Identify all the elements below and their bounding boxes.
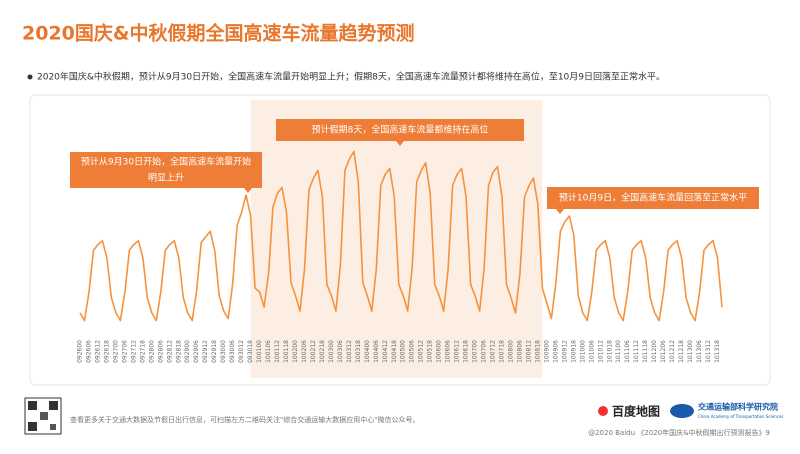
- x-tick-label: 101006: [588, 340, 595, 363]
- callout-pointer: [396, 141, 404, 146]
- x-tick-label: 101118: [642, 340, 649, 363]
- x-tick-label: 100700: [472, 340, 479, 363]
- x-tick-label: 092618: [103, 340, 110, 363]
- x-tick-label: 092912: [202, 340, 209, 363]
- logo-cats-en: China Academy of Transportation Sciences: [698, 414, 783, 419]
- callout-box: [547, 187, 759, 209]
- footer-note: 查看更多关于交通大数据及节假日出行信息，可扫描左方二维码关注"综合交通运输大数据…: [70, 415, 419, 424]
- x-tick-label: 092706: [121, 340, 128, 363]
- x-tick-label: 092818: [175, 340, 182, 363]
- logo-cats-name: 交通运输部科学研究院: [698, 402, 778, 412]
- callout-pointer: [556, 209, 564, 214]
- x-tick-label: 100106: [265, 340, 272, 363]
- x-tick-label: 100400: [364, 340, 371, 363]
- x-tick-label: 092900: [184, 340, 191, 363]
- chart-frame: [29, 94, 771, 386]
- x-tick-label: 093006: [229, 340, 236, 363]
- x-tick-label: 100912: [561, 340, 568, 363]
- x-tick-label: 100200: [292, 340, 299, 363]
- x-tick-label: 100706: [481, 340, 488, 363]
- x-tick-label: 100318: [355, 340, 362, 363]
- x-tick-label: 100600: [436, 340, 443, 363]
- x-tick-label: 092700: [112, 340, 119, 363]
- x-tick-label: 101300: [687, 340, 694, 363]
- x-tick-label: 100518: [427, 340, 434, 363]
- x-tick-label: 101106: [624, 340, 631, 363]
- x-tick-label: 100800: [507, 340, 514, 363]
- x-tick-label: 092600: [77, 340, 84, 363]
- x-tick-label: 100900: [543, 340, 550, 363]
- x-tick-label: 100918: [570, 340, 577, 363]
- callout-text: 预计假期8天，全国高速车流量都维持在高位: [312, 124, 489, 136]
- callout-text: 明显上升: [148, 173, 184, 184]
- x-tick-label: 100112: [274, 340, 281, 363]
- x-tick-label: 100212: [310, 340, 317, 363]
- x-tick-label: 100512: [418, 340, 425, 363]
- x-tick-label: 100500: [400, 340, 407, 363]
- x-tick-label: 092712: [130, 340, 137, 363]
- callout-text: 预计从9月30日开始，全国高速车流量开始: [81, 156, 251, 168]
- x-tick-label: 100506: [409, 340, 416, 363]
- qr-code: [24, 397, 62, 435]
- x-tick-label: 100306: [337, 340, 344, 363]
- x-tick-label: 100312: [346, 340, 353, 363]
- x-tick-label: 100206: [301, 340, 308, 363]
- x-tick-label: 093012: [238, 340, 245, 363]
- bullet: [27, 74, 33, 80]
- x-tick-label: 100712: [490, 340, 497, 363]
- x-tick-label: 092606: [85, 340, 92, 363]
- x-tick-label: 100218: [319, 340, 326, 363]
- x-tick-label: 100618: [463, 340, 470, 363]
- x-tick-label: 101306: [696, 340, 703, 363]
- x-tick-label: 100612: [454, 340, 461, 363]
- callout-pointer: [244, 188, 252, 193]
- x-tick-label: 101206: [660, 340, 667, 363]
- x-tick-label: 092800: [148, 340, 155, 363]
- logo-cats: [670, 404, 694, 418]
- callout-text: 预计10月9日，全国高速车流量回落至正常水平: [559, 192, 747, 204]
- x-tick-label: 093018: [247, 340, 254, 363]
- x-tick-label: 092906: [193, 340, 200, 363]
- callout-box: [276, 119, 524, 141]
- x-tick-label: 100100: [256, 340, 263, 363]
- x-tick-label: 100606: [445, 340, 452, 363]
- callout-box: [70, 152, 262, 188]
- x-tick-label: 092612: [94, 340, 101, 363]
- x-tick-label: 101112: [633, 340, 640, 363]
- x-tick-label: 101212: [669, 340, 676, 363]
- x-tick-label: 100406: [373, 340, 380, 363]
- x-tick-label: 100418: [391, 340, 398, 363]
- x-tick-label: 101100: [615, 340, 622, 363]
- x-tick-label: 101318: [714, 340, 721, 363]
- x-tick-label: 092806: [157, 340, 164, 363]
- x-tick-label: 100906: [552, 340, 559, 363]
- x-tick-label: 101200: [651, 340, 658, 363]
- x-tick-label: 092718: [139, 340, 146, 363]
- x-tick-label: 100118: [283, 340, 290, 363]
- traffic-line: [79, 150, 723, 322]
- x-tick-label: 092918: [211, 340, 218, 363]
- x-tick-label: 101218: [678, 340, 685, 363]
- x-tick-label: 101018: [606, 340, 613, 363]
- x-tick-label: 100812: [525, 340, 532, 363]
- x-tick-label: 101012: [597, 340, 604, 363]
- x-tick-label: 100818: [534, 340, 541, 363]
- x-tick-label: 101312: [705, 340, 712, 363]
- x-tick-label: 100806: [516, 340, 523, 363]
- title: 2020国庆&中秋假期全国高速车流量趋势预测: [22, 22, 414, 45]
- x-tick-label: 101000: [579, 340, 586, 363]
- subtitle: 2020年国庆&中秋假期，预计从9月30日开始，全国高速车流量开始明显上升；假期…: [37, 71, 665, 83]
- logo-icon: [598, 406, 608, 416]
- x-tick-label: 100412: [382, 340, 389, 363]
- x-tick-label: 092812: [166, 340, 173, 363]
- logo-baidu: 百度地图: [612, 404, 660, 419]
- copyright: @2020 Baidu 《2020年国庆&中秋假期出行预测报告》9: [588, 428, 770, 437]
- x-tick-label: 100300: [328, 340, 335, 363]
- x-tick-label: 093000: [220, 340, 227, 363]
- x-tick-label: 100718: [499, 340, 506, 363]
